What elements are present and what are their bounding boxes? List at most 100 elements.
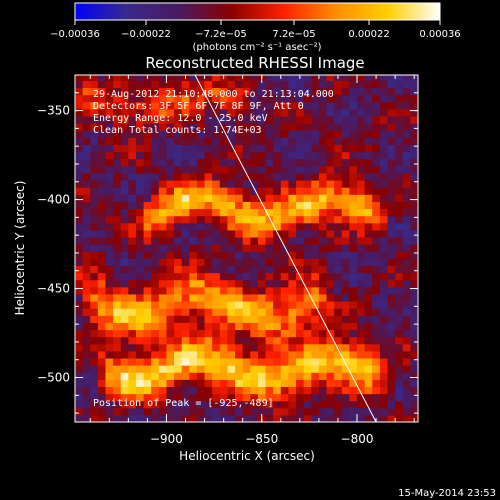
heatmap-cell (189, 75, 198, 81)
heatmap-cell (158, 400, 168, 409)
heatmap-cell (113, 187, 122, 195)
heatmap-cell (219, 80, 229, 89)
heatmap-cell (410, 350, 418, 359)
heatmap-cell (341, 80, 350, 89)
heatmap-cell (410, 265, 418, 274)
heatmap-cell (364, 201, 373, 210)
heatmap-cell (372, 244, 381, 252)
heatmap-cell (288, 208, 297, 217)
heatmap-cell (82, 407, 91, 416)
heatmap-cell (273, 130, 282, 138)
heatmap-cell (219, 208, 229, 217)
heatmap-cell (212, 208, 221, 217)
heatmap-cell (242, 165, 251, 174)
heatmap-cell (82, 265, 91, 274)
heatmap-cell (151, 357, 160, 366)
heatmap-cell (311, 251, 320, 259)
heatmap-cell (120, 123, 129, 131)
heatmap-cell (402, 343, 411, 352)
heatmap-cell (174, 115, 183, 124)
heatmap-cell (166, 101, 175, 110)
heatmap-cell (128, 365, 137, 373)
heatmap-cell (128, 87, 137, 96)
heatmap-cell (151, 215, 160, 224)
heatmap-cell (219, 101, 229, 110)
heatmap-cell (75, 222, 84, 231)
heatmap-cell (204, 137, 213, 145)
heatmap-cell (334, 308, 343, 316)
heatmap-cell (75, 386, 84, 395)
heatmap-cell (227, 208, 236, 217)
heatmap-cell (387, 75, 396, 81)
heatmap-cell (227, 265, 236, 274)
heatmap-cell (174, 208, 183, 217)
heatmap-cell (75, 151, 84, 160)
heatmap-cell (387, 322, 396, 331)
heatmap-cell (372, 165, 381, 174)
heatmap-cell (227, 251, 236, 259)
heatmap-cell (120, 407, 129, 416)
heatmap-cell (196, 222, 206, 231)
heatmap-cell (257, 379, 267, 388)
heatmap-cell (311, 187, 320, 195)
heatmap-cell (379, 286, 389, 295)
heatmap-cell (349, 258, 358, 267)
heatmap-cell (402, 329, 411, 338)
heatmap-cell (82, 258, 91, 267)
heatmap-cell (143, 187, 152, 195)
heatmap-cell (143, 201, 152, 210)
heatmap-cell (395, 322, 404, 331)
heatmap-cell (219, 229, 229, 238)
heatmap-cell (90, 187, 99, 195)
heatmap-cell (379, 151, 389, 160)
heatmap-cell (318, 87, 328, 96)
heatmap-cell (227, 372, 236, 380)
heatmap-cell (387, 393, 396, 402)
heatmap-cell (105, 336, 114, 345)
heatmap-cell (257, 265, 267, 274)
heatmap-cell (196, 315, 206, 323)
heatmap-cell (326, 265, 335, 274)
heatmap-cell (189, 265, 198, 274)
heatmap-cell (204, 407, 213, 416)
heatmap-cell (235, 165, 244, 174)
heatmap-cell (105, 222, 114, 231)
heatmap-cell (97, 343, 107, 352)
heatmap-cell (334, 286, 343, 295)
heatmap-cell (181, 293, 190, 302)
heatmap-cell (181, 179, 190, 188)
heatmap-cell (204, 144, 213, 153)
heatmap-cell (349, 343, 358, 352)
heatmap-cell (280, 329, 290, 338)
heatmap-cell (128, 165, 137, 174)
heatmap-cell (265, 75, 274, 81)
heatmap-cell (166, 293, 175, 302)
heatmap-cell (90, 236, 99, 245)
heatmap-cell (105, 315, 114, 323)
heatmap-cell (75, 158, 84, 167)
heatmap-cell (257, 215, 267, 224)
heatmap-cell (235, 315, 244, 323)
heatmap-cell (120, 144, 129, 153)
heatmap-cell (105, 137, 114, 145)
heatmap-cell (151, 151, 160, 160)
heatmap-cell (113, 258, 122, 267)
heatmap-cell (379, 393, 389, 402)
heatmap-cell (265, 201, 274, 210)
heatmap-cell (379, 336, 389, 345)
heatmap-cell (135, 379, 145, 388)
heatmap-cell (341, 244, 350, 252)
heatmap-cell (410, 393, 418, 402)
heatmap-cell (158, 179, 168, 188)
heatmap-cell (334, 130, 343, 138)
heatmap-cell (379, 115, 389, 124)
heatmap-cell (318, 286, 328, 295)
heatmap-cell (143, 87, 152, 96)
heatmap-cell (410, 407, 418, 416)
heatmap-cell (174, 165, 183, 174)
heatmap-cell (372, 80, 381, 89)
heatmap-cell (204, 393, 213, 402)
heatmap-cell (288, 215, 297, 224)
heatmap-cell (402, 386, 411, 395)
heatmap-cell (151, 94, 160, 103)
